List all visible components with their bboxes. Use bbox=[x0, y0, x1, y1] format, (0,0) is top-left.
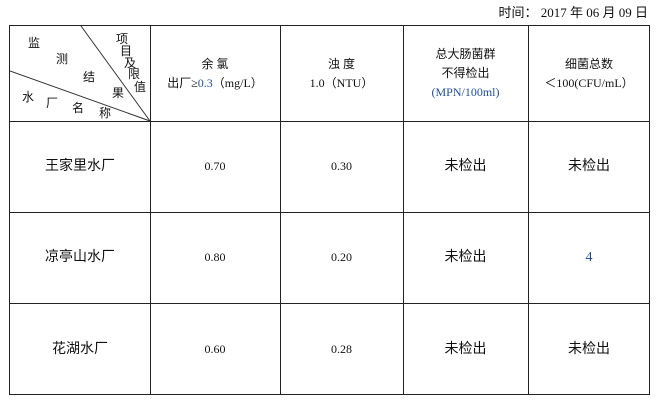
corner-char: 称 bbox=[99, 106, 112, 120]
plant-name: 王家里水厂 bbox=[45, 159, 115, 174]
divider bbox=[403, 26, 404, 394]
column-limit: 出厂≥0.3（mg/L） bbox=[167, 74, 263, 93]
date-value: 2017 年 06 月 09 日 bbox=[540, 5, 648, 20]
measurement-value: 4 bbox=[585, 250, 593, 265]
corner-char: 测 bbox=[56, 52, 69, 66]
corner-diagonals bbox=[10, 26, 151, 122]
plant-name: 凉亭山水厂 bbox=[45, 250, 115, 265]
corner-char: 名 bbox=[72, 101, 85, 115]
measurement-value: 0.80 bbox=[204, 250, 226, 264]
column-header-bacteria: 细菌总数 ＜100(CFU/mL） bbox=[528, 26, 650, 121]
corner-char: 结 bbox=[83, 70, 96, 84]
measurement-value: 未检出 bbox=[444, 159, 487, 174]
plant-name: 花湖水厂 bbox=[52, 341, 108, 357]
measurement-value: 0.30 bbox=[331, 159, 352, 173]
measurement-value: 0.60 bbox=[204, 341, 226, 356]
measurement-value: 0.20 bbox=[331, 250, 352, 264]
date-label: 时间： bbox=[498, 5, 538, 20]
divider bbox=[280, 26, 281, 394]
corner-char: 项 bbox=[116, 32, 129, 46]
corner-char: 水 bbox=[22, 90, 35, 104]
measurement-value: 未检出 bbox=[444, 250, 487, 265]
divider bbox=[10, 212, 649, 213]
limit-prefix: 出厂≥ bbox=[167, 75, 198, 90]
column-limit: 1.0（NTU） bbox=[309, 75, 374, 90]
measurement-value: 0.28 bbox=[331, 341, 352, 356]
measurement-value: 0.70 bbox=[204, 159, 226, 173]
water-quality-table: 项 目 及 限 值 监 测 结 果 水 厂 名 称 余 氯 出厂≥0.3（mg/… bbox=[9, 25, 650, 395]
column-unit: (MPN/100ml) bbox=[431, 85, 500, 99]
column-name: 细菌总数 bbox=[564, 56, 613, 71]
divider bbox=[10, 121, 649, 122]
limit-value: 0.3 bbox=[197, 75, 213, 90]
measurement-value: 未检出 bbox=[568, 159, 610, 174]
divider bbox=[528, 26, 529, 394]
column-limit: ＜100(CFU/mL） bbox=[544, 75, 634, 90]
divider bbox=[150, 26, 151, 394]
corner-char: 值 bbox=[134, 80, 147, 94]
column-name: 余 氯 bbox=[201, 56, 229, 71]
corner-char: 目 bbox=[120, 44, 133, 58]
measurement-value: 未检出 bbox=[568, 341, 610, 357]
column-name: 浊 度 bbox=[327, 56, 355, 71]
column-header-coliform: 总大肠菌群 不得检出 (MPN/100ml) bbox=[403, 26, 528, 121]
corner-char: 监 bbox=[28, 36, 41, 50]
corner-char: 果 bbox=[112, 86, 125, 100]
measurement-value: 未检出 bbox=[444, 341, 487, 357]
column-header-chlorine: 余 氯 出厂≥0.3（mg/L） bbox=[150, 26, 280, 121]
column-header-turbidity: 浊 度 1.0（NTU） bbox=[280, 26, 403, 121]
limit-unit: （mg/L） bbox=[212, 75, 263, 90]
column-name: 总大肠菌群 bbox=[435, 47, 496, 61]
corner-char: 厂 bbox=[46, 96, 59, 110]
divider bbox=[10, 303, 649, 304]
corner-char: 及 bbox=[124, 56, 137, 70]
column-limit: 不得检出 bbox=[441, 66, 490, 80]
corner-char: 限 bbox=[128, 67, 141, 81]
report-date: 时间： 2017 年 06 月 09 日 bbox=[498, 2, 648, 21]
